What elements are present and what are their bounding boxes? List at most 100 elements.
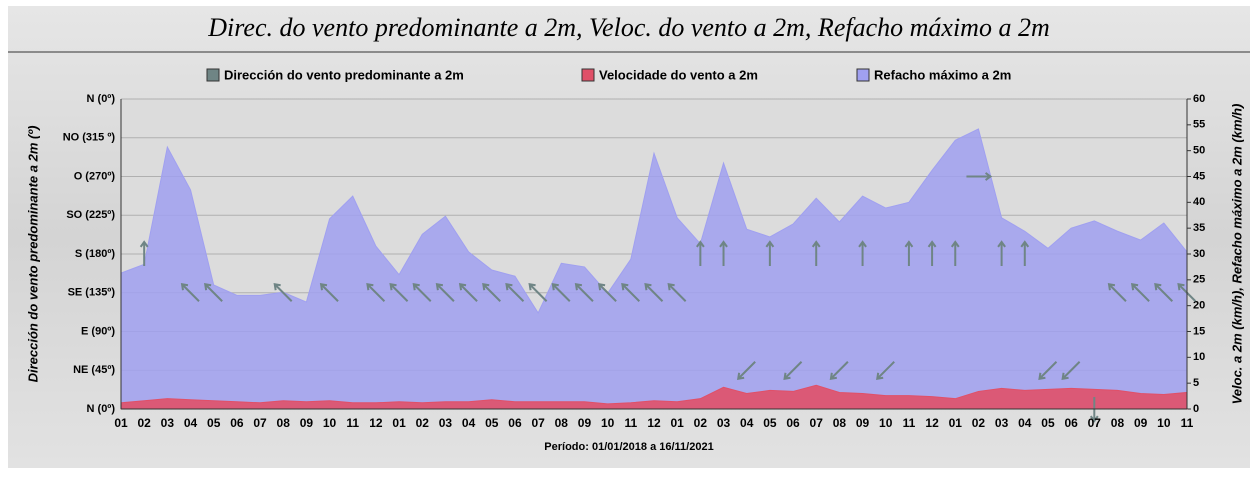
x-tick-label: 06 [508,416,522,430]
x-tick-label: 02 [694,416,708,430]
direction-arrow [528,283,548,302]
x-tick-label: 11 [1181,416,1194,430]
x-tick-label: 02 [972,416,986,430]
y2-tick-label: 60 [1193,93,1205,105]
x-tick-label: 07 [1088,416,1102,430]
x-tick-label: 06 [230,416,244,430]
y-tick-label: N (0º) [87,93,116,105]
x-tick-label: 04 [184,416,198,430]
x-tick-label: 03 [717,416,731,430]
legend-label: Refacho máximo a 2m [874,67,1011,82]
direction-arrow [811,240,821,266]
x-tick-label: 02 [416,416,430,430]
y-tick-label: N (0º) [87,403,116,415]
direction-arrow [482,283,501,302]
direction-arrow [667,283,687,302]
x-tick-label: 02 [137,416,151,430]
y-tick-label: E (90º) [81,325,115,337]
x-tick-label: 11 [903,416,916,430]
legend-swatch [856,68,870,82]
direction-arrow [505,283,525,302]
x-tick-label: 04 [740,416,754,430]
y-tick-label: NO (315 º) [63,132,116,144]
x-tick-label: 01 [392,416,406,430]
direction-arrow [1061,361,1081,380]
direction-arrow [389,283,409,302]
x-tick-label: 07 [253,416,267,430]
x-tick-label: 04 [462,416,476,430]
y2-tick-label: 45 [1193,170,1205,182]
x-tick-label: 09 [856,416,870,430]
direction-arrow [950,240,960,266]
direction-arrow [644,283,664,302]
y2-tick-label: 50 [1193,145,1205,157]
x-axis-label: Período: 01/01/2018 a 16/11/2021 [544,441,713,453]
x-tick-label: 05 [1041,416,1055,430]
y-tick-label: NE (45º) [73,364,115,376]
x-tick-label: 09 [300,416,314,430]
direction-arrow [458,283,478,302]
x-tick-label: 01 [114,416,128,430]
y2-tick-label: 15 [1193,325,1205,337]
y2-tick-label: 40 [1193,196,1205,208]
x-tick-label: 04 [1018,416,1032,430]
x-tick-label: 10 [879,416,893,430]
legend-label: Dirección do vento predominante a 2m [224,67,464,82]
direction-arrow [412,283,432,302]
direction-arrow [737,361,756,380]
direction-arrow [858,240,867,266]
y2-tick-label: 20 [1193,300,1205,312]
y2-axis-label: Veloc. a 2m (km/h), Refacho máximo a 2m … [1229,104,1244,405]
direction-arrow [696,240,705,266]
direction-arrow [551,283,571,302]
direction-arrow [829,361,849,380]
x-tick-label: 07 [531,416,545,430]
x-tick-label: 12 [369,416,383,430]
x-tick-label: 10 [601,416,615,430]
x-tick-label: 11 [346,416,359,430]
direction-arrow [1107,283,1127,302]
x-tick-label: 08 [1111,416,1125,430]
direction-arrow [1038,361,1058,380]
direction-arrow [719,240,728,266]
y2-tick-label: 10 [1193,351,1205,363]
x-tick-label: 10 [323,416,337,430]
direction-arrow [1154,283,1174,302]
direction-arrow [366,283,386,302]
direction-arrow [319,283,339,302]
y-tick-label: S (180º) [75,248,115,260]
direction-arrow [997,240,1006,266]
direction-arrow [204,283,223,302]
direction-arrow [180,283,200,302]
x-tick-label: 07 [810,416,824,430]
direction-arrow [139,240,149,266]
x-tick-label: 06 [786,416,800,430]
direction-arrow [966,172,993,181]
direction-arrow [783,361,803,380]
legend-label: Velocidade do vento a 2m [599,67,758,82]
y2-tick-label: 30 [1193,248,1205,260]
x-tick-label: 08 [555,416,569,430]
x-tick-label: 03 [439,416,453,430]
y-tick-label: SO (225º) [66,209,115,221]
direction-arrow [435,283,455,302]
x-tick-label: 05 [485,416,499,430]
x-tick-label: 03 [161,416,175,430]
x-tick-label: 12 [647,416,661,430]
y2-tick-label: 5 [1193,377,1199,389]
chart-title: Direc. do vento predominante a 2m, Veloc… [207,13,1049,42]
x-tick-label: 06 [1064,416,1078,430]
x-tick-label: 08 [277,416,291,430]
direction-arrow [927,240,937,266]
y-tick-label: O (270º) [74,170,116,182]
y-tick-label: SE (135º) [68,287,116,299]
x-tick-label: 05 [763,416,777,430]
x-tick-label: 01 [670,416,684,430]
x-tick-label: 01 [949,416,963,430]
direction-arrow [574,283,594,302]
direction-arrow [621,283,641,302]
x-tick-label: 05 [207,416,221,430]
direction-arrow [1130,283,1150,302]
area [120,384,1188,410]
